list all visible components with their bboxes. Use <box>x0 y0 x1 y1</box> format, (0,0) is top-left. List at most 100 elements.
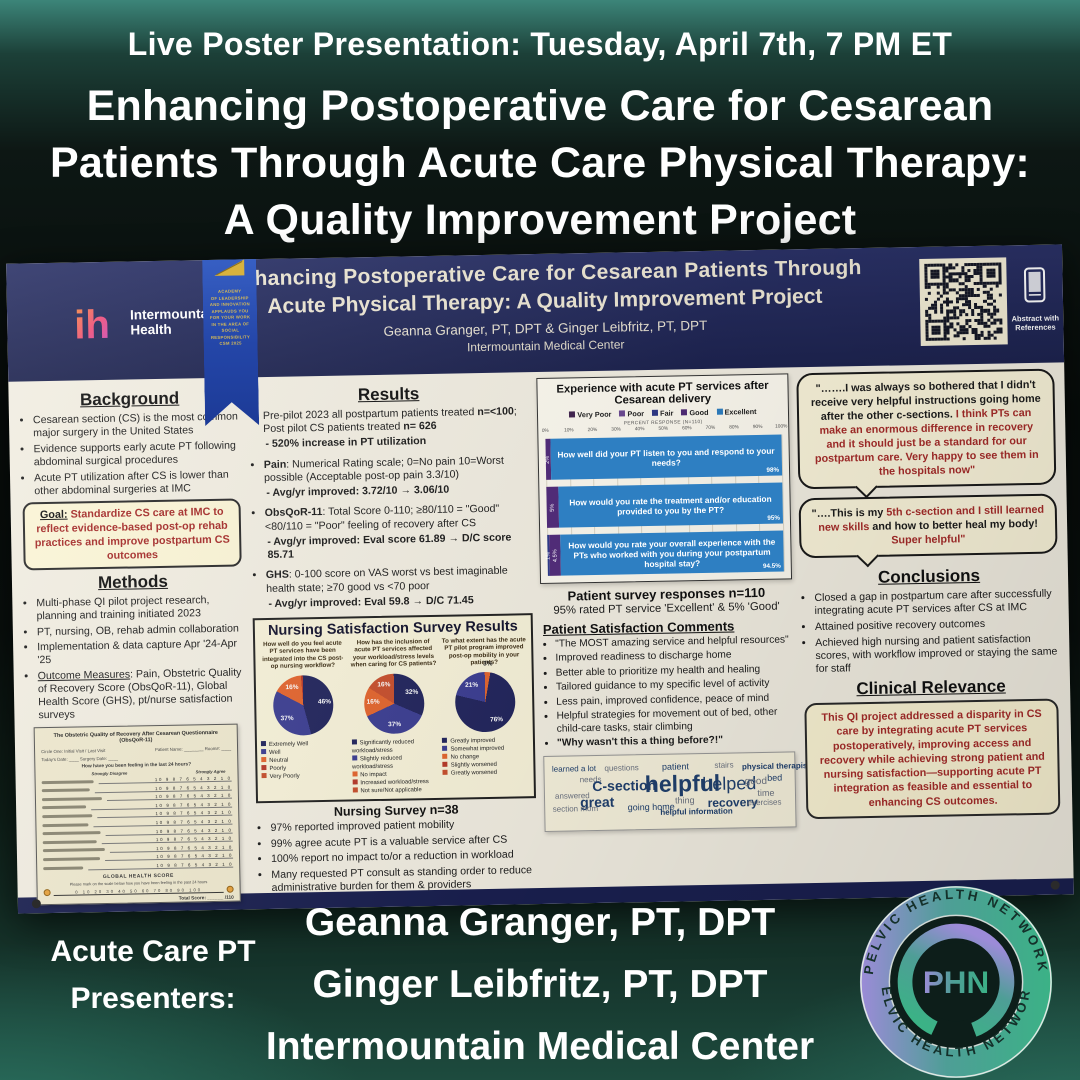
questionnaire-scale: 10 9 8 7 6 5 4 3 2 1 0 <box>88 861 234 871</box>
questionnaire-row: 10 9 8 7 6 5 4 3 2 1 0 <box>43 861 234 871</box>
bar-segment-good: 4.5% <box>549 534 561 576</box>
results-title: Results <box>357 384 420 405</box>
phn-abbr: PHN <box>923 965 989 1000</box>
text-segment: - 520% increase in PT utilization <box>265 435 427 451</box>
questionnaire-row: 10 9 8 7 6 5 4 3 2 1 0 <box>42 827 233 836</box>
questionnaire-scale: 10 9 8 7 6 5 4 3 2 1 0 <box>98 775 232 785</box>
tick-label: 60% <box>682 426 692 432</box>
pie-slice-label: 16% <box>366 698 380 707</box>
result-item: Pain: Numerical Rating scale; 0=No pain … <box>264 454 531 501</box>
bar-question: How would you rate the treatment and/or … <box>569 493 772 517</box>
questionnaire-item-label <box>43 857 101 862</box>
text-segment: GHS <box>265 568 289 582</box>
legend-item: Very Poor <box>569 410 612 420</box>
result-sub: - Avg/yr improved: 3.72/10 → 3.06/10 <box>266 482 530 500</box>
nursing-survey-bullets: 97% reported improved patient mobility99… <box>256 817 537 895</box>
questionnaire-scale: 10 9 8 7 6 5 4 3 2 1 0 <box>105 827 233 836</box>
overlay-title-line: Patients Through Acute Care Physical The… <box>50 139 1030 187</box>
poster-body: Background Cesarean section (CS) is the … <box>8 362 1073 905</box>
questionnaire-item-label <box>42 839 97 844</box>
text-segment: - Avg/yr improved: Eval 59.8 → D/C 71.45 <box>268 594 474 610</box>
tick-label: 100% <box>775 424 788 430</box>
pie-legend-label: Well <box>269 749 281 757</box>
pie-legend-label: Very Poorly <box>269 773 300 781</box>
bullet-item: 100% report no impact to/or a reduction … <box>271 848 537 866</box>
questionnaire-scale: 10 9 8 7 6 5 4 3 2 1 0 <box>106 792 232 802</box>
questionnaire-scale: 10 9 8 7 6 5 4 3 2 1 0 <box>104 853 234 862</box>
pie-legend-item: Very Poorly <box>261 772 309 781</box>
questionnaire-item-label <box>42 814 93 819</box>
pie-legend-swatch <box>351 755 357 761</box>
legend-item: Excellent <box>716 407 757 417</box>
pie-legend-label: No change <box>450 754 480 761</box>
questionnaire-item-label <box>42 822 89 827</box>
pie-slice-label: 32% <box>405 688 419 696</box>
legend-label: Fair <box>659 408 674 418</box>
pie-slice-label: 76% <box>489 716 504 724</box>
tick-label: 80% <box>729 425 739 431</box>
questionnaire-scale: 10 9 8 7 6 5 4 3 2 1 0 <box>91 801 233 811</box>
bar-segment-excellent: How would you rate the treatment and/or … <box>558 482 784 528</box>
bar-value-label: 98% <box>766 466 780 474</box>
poster-photo: ih Intermountain Health ACADEMY OF LEADER… <box>6 244 1074 914</box>
ribbon-line: AND INNOVATION <box>209 301 251 308</box>
cloud-word: questions <box>604 763 639 774</box>
pie-chart: 46% 37% 16% <box>271 673 336 738</box>
result-item: ObsQoR-11: Total Score 0-110; ≥80/110 = … <box>265 503 532 563</box>
questionnaire-item-label <box>42 848 105 853</box>
chart-bar-row: 1% 4.5% How would you rate your overall ex… <box>546 530 784 576</box>
patient-quote-2: "….This is my 5th c-section and I still … <box>798 493 1058 559</box>
pie-chart: 3% 76% 21% <box>452 660 517 734</box>
ribbon-line: CSM 2025 <box>219 340 242 346</box>
word-cloud: learned a lot questions patient stairs physi… <box>543 750 815 832</box>
result-main: ObsQoR-11: Total Score 0-110; ≥80/110 = … <box>265 503 531 534</box>
event-line: Live Poster Presentation: Tuesday, April… <box>127 26 953 62</box>
questionnaire-title: The Obstetric Quality of Recovery After … <box>53 729 218 744</box>
presenters-label-line: Presenters: <box>70 982 236 1015</box>
abstract-reference-block: Abstract with References <box>1008 266 1061 332</box>
pie-legend-swatch <box>442 745 448 751</box>
obsqor-questionnaire: The Obstetric Quality of Recovery After … <box>33 723 241 905</box>
pie-legend-item: Significantly reduced workload/stress <box>351 738 439 756</box>
cloud-word: learned a lot <box>551 764 597 775</box>
sad-face-icon <box>43 889 51 897</box>
legend-swatch <box>681 409 688 416</box>
pie-legend-swatch <box>351 739 357 745</box>
tick-label: 40% <box>634 427 645 433</box>
bullet-item: Implementation & data capture Apr '24-Ap… <box>37 638 245 668</box>
presenters-label: Acute Care PT Presenters: <box>28 928 278 1022</box>
questionnaire-scale: 10 9 8 7 6 5 4 3 2 1 0 <box>109 844 233 853</box>
pie-legend-label: Somewhat improved <box>450 745 505 753</box>
pie-legend-swatch <box>352 779 358 785</box>
pie-legend-label: Slightly reduced workload/stress <box>352 755 402 771</box>
legend-item: Poor <box>619 409 644 418</box>
text-segment: - Avg/yr improved: Eval score 61.89 → D/… <box>267 531 512 562</box>
text-segment: "Why wasn't this a thing before?!" <box>556 734 724 749</box>
pie-legend-swatch <box>442 761 448 767</box>
bullet-item: Achieved high nursing and patient satisf… <box>815 632 1060 676</box>
questionnaire-scale: 10 9 8 7 6 5 4 3 2 1 0 <box>101 835 233 845</box>
bar-question: How would you rate your overall experien… <box>568 536 776 569</box>
questionnaire-row: 10 9 8 7 6 5 4 3 2 1 0 <box>42 818 233 828</box>
chart-legend: Very Poor Poor Fair Good Excellent <box>545 407 781 420</box>
legend-label: Poor <box>627 409 645 419</box>
pie-legend-label: Extremely Well <box>268 741 309 749</box>
legend-swatch <box>652 409 659 416</box>
text-segment: "…….I was always <box>815 381 914 395</box>
phone-icon <box>1023 267 1046 303</box>
bullet-item: Many requested PT consult as standing or… <box>271 864 537 895</box>
nursing-pie-charts: How well do you feel acute PT services h… <box>259 636 530 797</box>
questionnaire-anchors: Strongly Disagree Strongly Agree <box>91 768 225 775</box>
nursing-pie: To what extent has the acute PT pilot pr… <box>440 636 530 794</box>
text-segment: Pain <box>263 458 287 471</box>
tick-label: 10% <box>564 428 574 434</box>
methods-bullets: Multi-phase QI pilot project research, p… <box>22 593 246 723</box>
questionnaire-row: 10 9 8 7 6 5 4 3 2 1 0 <box>41 775 232 785</box>
nursing-satisfaction-box: Nursing Satisfaction Survey Results How … <box>252 613 537 804</box>
bullet-item: 97% reported improved patient mobility <box>270 817 536 835</box>
pie-chart: 32% 37% 16% 16% <box>362 671 427 736</box>
patient-quote-1: "…….I was always so bothered that I didn… <box>796 368 1057 490</box>
pie-legend-item: Slightly reduced workload/stress <box>351 754 439 772</box>
cloud-word: time <box>757 787 775 799</box>
